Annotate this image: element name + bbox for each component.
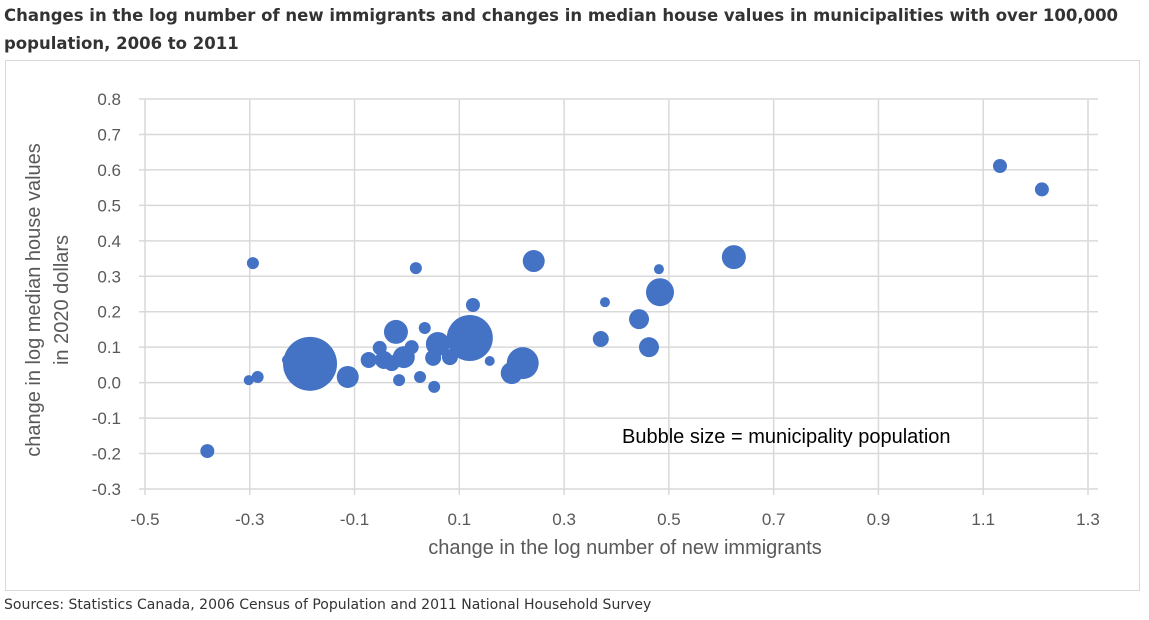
y-tick-label: 0.5	[97, 196, 121, 215]
y-axis-label-line1: change in log median house values	[23, 143, 45, 457]
bubble	[383, 319, 408, 344]
bubble	[393, 374, 406, 387]
bubble	[484, 356, 495, 367]
x-tick-labels: -0.5 -0.3 -0.1 0.1 0.3 0.5 0.7 0.9 1.1 1.3	[130, 510, 1099, 529]
y-tick-label: 0.3	[97, 267, 121, 286]
y-tick-label: 0.8	[97, 90, 121, 109]
x-tick-label: 0.3	[552, 510, 576, 529]
chart-frame	[5, 60, 1140, 591]
bubble	[599, 297, 610, 308]
bubble	[629, 309, 650, 330]
bubble	[992, 159, 1007, 174]
source-note: Sources: Statistics Canada, 2006 Census …	[4, 597, 652, 613]
bubble	[446, 314, 493, 361]
x-tick-label: 0.5	[657, 510, 681, 529]
bubble	[409, 262, 422, 275]
bubble	[721, 245, 746, 270]
bubble	[1034, 182, 1049, 197]
bubble	[428, 380, 441, 393]
x-tick-label: 1.3	[1076, 510, 1100, 529]
y-tick-label: 0.4	[97, 232, 121, 251]
bubble	[404, 340, 419, 355]
x-tick-label: -0.1	[340, 510, 369, 529]
bubble	[243, 375, 254, 386]
x-tick-label: 1.1	[971, 510, 995, 529]
bubble	[200, 444, 215, 459]
y-tick-label: 0.2	[97, 303, 121, 322]
x-tick-label: 0.9	[867, 510, 891, 529]
bubble	[522, 250, 545, 273]
x-axis-label: change in the log number of new immigran…	[428, 537, 822, 559]
x-tick-label: 0.1	[448, 510, 472, 529]
bubble	[465, 297, 480, 312]
gridlines	[139, 98, 1098, 495]
bubble	[336, 365, 359, 388]
bubble	[506, 347, 539, 380]
y-tick-label: 0.1	[97, 338, 121, 357]
bubble	[425, 331, 450, 356]
y-tick-label: 0.6	[97, 161, 121, 180]
bubble	[418, 322, 431, 335]
bubble	[246, 257, 259, 270]
x-tick-label: 0.7	[762, 510, 786, 529]
bubble	[283, 336, 338, 391]
y-tick-label: -0.1	[92, 409, 121, 428]
chart-title: Changes in the log number of new immigra…	[4, 6, 1119, 53]
y-tick-label: 0.7	[97, 125, 121, 144]
bubble	[653, 264, 664, 275]
y-tick-label: -0.3	[92, 480, 121, 499]
bubble	[645, 278, 674, 307]
y-axis-label-line2: in 2020 dollars	[51, 235, 73, 365]
bubble-size-annotation: Bubble size = municipality population	[622, 426, 951, 448]
bubble	[360, 351, 377, 368]
bubble	[251, 370, 264, 383]
x-tick-label: -0.5	[130, 510, 159, 529]
bubble	[592, 331, 609, 348]
bubbles	[200, 159, 1049, 459]
y-tick-label: 0.0	[97, 374, 121, 393]
bubble	[638, 337, 659, 358]
bubble	[414, 370, 427, 383]
y-tick-label: -0.2	[92, 445, 121, 464]
y-tick-labels: 0.8 0.7 0.6 0.5 0.4 0.3 0.2 0.1 0.0 -0.1 -0.2 -0.3	[92, 90, 121, 499]
x-tick-label: -0.3	[235, 510, 264, 529]
